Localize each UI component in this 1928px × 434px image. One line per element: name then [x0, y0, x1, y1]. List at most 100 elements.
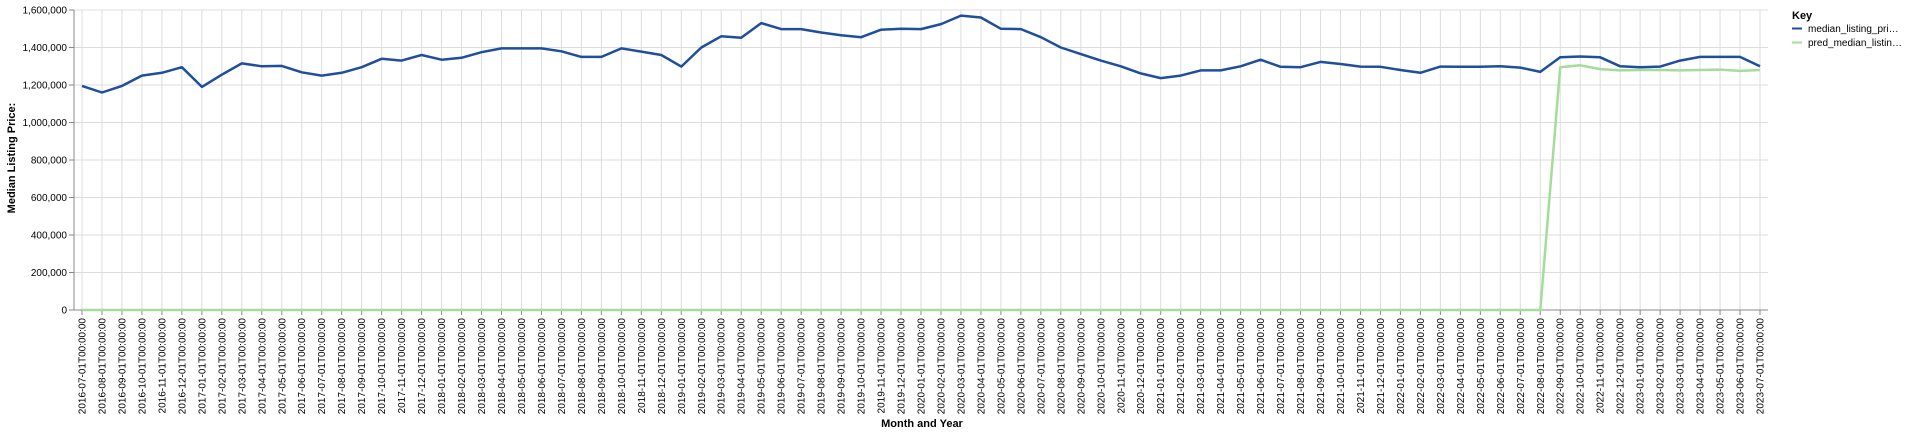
x-tick-label: 2020-04-01T00:00:00 [976, 318, 987, 415]
x-tick-label: 2016-07-01T00:00:00 [78, 318, 89, 415]
x-tick-label: 2022-05-01T00:00:00 [1476, 318, 1487, 415]
x-tick-label: 2021-01-01T00:00:00 [1156, 318, 1167, 415]
x-tick-label: 2019-09-01T00:00:00 [837, 318, 848, 415]
x-tick-label: 2017-09-01T00:00:00 [357, 318, 368, 415]
x-tick-label: 2017-11-01T00:00:00 [397, 318, 408, 414]
x-tick-label: 2023-07-01T00:00:00 [1756, 318, 1767, 415]
x-tick-label: 2017-03-01T00:00:00 [237, 318, 248, 415]
x-tick-label: 2016-08-01T00:00:00 [97, 318, 108, 415]
x-tick-label: 2021-02-01T00:00:00 [1176, 318, 1187, 415]
x-tick-label: 2020-10-01T00:00:00 [1096, 318, 1107, 415]
x-tick-label: 2018-08-01T00:00:00 [577, 318, 588, 415]
x-tick-label: 2018-01-01T00:00:00 [437, 318, 448, 415]
x-axis-ticks: 2016-07-01T00:00:00 2016-08-01T00:00:00 20… [78, 310, 1767, 414]
x-tick-label: 2021-11-01T00:00:00 [1356, 318, 1367, 414]
x-tick-label: 2019-12-01T00:00:00 [897, 318, 908, 415]
x-tick-label: 2022-11-01T00:00:00 [1596, 318, 1607, 414]
x-tick-label: 2018-12-01T00:00:00 [657, 318, 668, 415]
x-tick-label: 2020-03-01T00:00:00 [956, 318, 967, 415]
x-tick-label: 2016-10-01T00:00:00 [137, 318, 148, 415]
x-tick-label: 2021-09-01T00:00:00 [1316, 318, 1327, 415]
x-tick-label: 2017-01-01T00:00:00 [197, 318, 208, 415]
y-tick-label: 1,400,000 [23, 43, 68, 54]
chart-legend: Key median_listing_pri… pred_median_listi… [1792, 10, 1902, 49]
x-tick-label: 2017-04-01T00:00:00 [257, 318, 268, 415]
x-tick-label: 2017-10-01T00:00:00 [377, 318, 388, 415]
x-tick-label: 2022-03-01T00:00:00 [1436, 318, 1447, 415]
x-tick-label: 2018-09-01T00:00:00 [597, 318, 608, 415]
x-tick-label: 2023-04-01T00:00:00 [1696, 318, 1707, 415]
x-tick-label: 2022-01-01T00:00:00 [1396, 318, 1407, 415]
x-tick-label: 2020-06-01T00:00:00 [1016, 318, 1027, 415]
chart-series-lines [81, 14, 1761, 312]
x-tick-label: 2023-03-01T00:00:00 [1676, 318, 1687, 415]
x-tick-label: 2017-05-01T00:00:00 [277, 318, 288, 415]
x-tick-label: 2017-07-01T00:00:00 [317, 318, 328, 415]
y-tick-label: 1,000,000 [23, 118, 68, 129]
y-tick-label: 1,200,000 [23, 81, 68, 92]
x-tick-label: 2018-11-01T00:00:00 [637, 318, 648, 414]
x-tick-label: 2021-12-01T00:00:00 [1376, 318, 1387, 415]
y-tick-label: 400,000 [31, 231, 68, 242]
x-tick-label: 2020-11-01T00:00:00 [1116, 318, 1127, 414]
legend-label: pred_median_listin… [1808, 38, 1902, 49]
x-tick-label: 2020-08-01T00:00:00 [1056, 318, 1067, 415]
x-tick-label: 2023-02-01T00:00:00 [1656, 318, 1667, 415]
legend-title: Key [1792, 10, 1813, 22]
x-tick-label: 2022-12-01T00:00:00 [1616, 318, 1627, 415]
x-tick-label: 2019-03-01T00:00:00 [717, 318, 728, 415]
chart-gridlines [74, 9, 1768, 311]
x-tick-label: 2022-04-01T00:00:00 [1456, 318, 1467, 415]
x-tick-label: 2023-05-01T00:00:00 [1716, 318, 1727, 415]
y-tick-label: 600,000 [31, 193, 68, 204]
x-tick-label: 2021-10-01T00:00:00 [1336, 318, 1347, 415]
x-tick-label: 2019-08-01T00:00:00 [817, 318, 828, 415]
x-tick-label: 2022-10-01T00:00:00 [1576, 318, 1587, 415]
x-tick-label: 2020-09-01T00:00:00 [1076, 318, 1087, 415]
x-tick-label: 2017-02-01T00:00:00 [217, 318, 228, 415]
x-tick-label: 2020-12-01T00:00:00 [1136, 318, 1147, 415]
x-tick-label: 2022-09-01T00:00:00 [1556, 318, 1567, 415]
y-axis-title: Median Listing Price: [6, 103, 18, 214]
y-tick-label: 200,000 [31, 268, 68, 279]
x-tick-label: 2021-05-01T00:00:00 [1236, 318, 1247, 415]
x-tick-label: 2018-07-01T00:00:00 [557, 318, 568, 415]
x-tick-label: 2019-02-01T00:00:00 [697, 318, 708, 415]
y-tick-label: 800,000 [31, 156, 68, 167]
x-tick-label: 2017-08-01T00:00:00 [337, 318, 348, 415]
x-tick-label: 2016-11-01T00:00:00 [157, 318, 168, 414]
x-tick-label: 2016-09-01T00:00:00 [117, 318, 128, 415]
x-tick-label: 2017-06-01T00:00:00 [297, 318, 308, 415]
legend-label: median_listing_pri… [1808, 24, 1899, 35]
x-tick-label: 2023-01-01T00:00:00 [1636, 318, 1647, 415]
x-tick-label: 2019-04-01T00:00:00 [737, 318, 748, 415]
x-tick-label: 2020-01-01T00:00:00 [917, 318, 928, 415]
x-tick-label: 2018-06-01T00:00:00 [537, 318, 548, 415]
x-tick-label: 2018-05-01T00:00:00 [517, 318, 528, 415]
x-tick-label: 2018-10-01T00:00:00 [617, 318, 628, 415]
y-axis-ticks: 0 200,000 400,000 600,000 800,000 1,000,000 1,… [23, 6, 74, 317]
x-tick-label: 2022-08-01T00:00:00 [1536, 318, 1547, 415]
x-axis-title: Month and Year [881, 418, 963, 430]
x-tick-label: 2017-12-01T00:00:00 [417, 318, 428, 415]
x-tick-label: 2021-03-01T00:00:00 [1196, 318, 1207, 415]
x-tick-label: 2021-06-01T00:00:00 [1256, 318, 1267, 415]
x-tick-label: 2019-01-01T00:00:00 [677, 318, 688, 415]
x-tick-label: 2018-03-01T00:00:00 [477, 318, 488, 415]
x-tick-label: 2019-05-01T00:00:00 [757, 318, 768, 415]
x-tick-label: 2019-06-01T00:00:00 [777, 318, 788, 415]
y-tick-label: 1,600,000 [23, 6, 68, 17]
series-line-median-listing-price [81, 14, 1761, 94]
x-tick-label: 2018-02-01T00:00:00 [457, 318, 468, 415]
x-tick-label: 2020-05-01T00:00:00 [996, 318, 1007, 415]
x-tick-label: 2019-11-01T00:00:00 [877, 318, 888, 414]
x-tick-label: 2021-07-01T00:00:00 [1276, 318, 1287, 415]
x-tick-label: 2016-12-01T00:00:00 [177, 318, 188, 415]
x-tick-label: 2021-08-01T00:00:00 [1296, 318, 1307, 415]
x-tick-label: 2022-02-01T00:00:00 [1416, 318, 1427, 415]
x-tick-label: 2020-07-01T00:00:00 [1036, 318, 1047, 415]
y-tick-label: 0 [61, 306, 67, 317]
x-tick-label: 2019-10-01T00:00:00 [857, 318, 868, 415]
x-tick-label: 2020-02-01T00:00:00 [936, 318, 947, 415]
